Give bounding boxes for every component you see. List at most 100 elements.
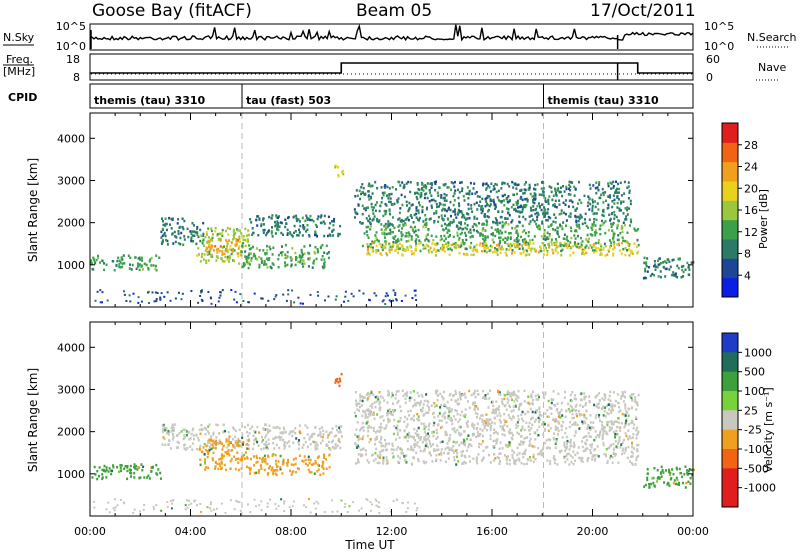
echo-cell bbox=[424, 437, 427, 441]
echo-cell bbox=[204, 468, 207, 471]
echo-cell bbox=[433, 421, 436, 425]
echo-cell bbox=[569, 254, 572, 257]
echo-cell bbox=[402, 223, 405, 226]
echo-cell bbox=[506, 462, 508, 465]
echo-cell bbox=[547, 415, 550, 418]
echo-cell bbox=[561, 194, 564, 198]
echo-cell bbox=[475, 459, 478, 463]
echo-cell bbox=[303, 262, 306, 265]
echo-cell bbox=[672, 472, 675, 476]
echo-cell bbox=[376, 505, 379, 508]
echo-cell bbox=[400, 218, 403, 222]
echo-cell bbox=[216, 232, 219, 236]
echo-cell bbox=[150, 470, 153, 473]
echo-cell bbox=[209, 248, 212, 251]
echo-cell bbox=[335, 434, 338, 437]
echo-cell bbox=[608, 456, 611, 460]
echo-cell bbox=[390, 223, 393, 226]
echo-cell bbox=[523, 191, 526, 195]
echo-cell bbox=[171, 423, 174, 427]
echo-cell bbox=[585, 417, 588, 420]
echo-cell bbox=[238, 235, 241, 238]
echo-cell bbox=[313, 259, 316, 263]
echo-cell bbox=[520, 402, 523, 406]
echo-cell bbox=[336, 428, 338, 432]
echo-cell bbox=[113, 509, 116, 512]
echo-cell bbox=[428, 200, 431, 203]
echo-cell bbox=[233, 508, 236, 511]
echo-cell bbox=[386, 253, 389, 257]
echo-cell bbox=[603, 409, 606, 413]
echo-cell bbox=[601, 437, 604, 441]
echo-cell bbox=[504, 217, 507, 220]
echo-cell bbox=[677, 257, 680, 261]
echo-cell bbox=[254, 437, 257, 440]
echo-cell bbox=[464, 247, 467, 250]
echo-cell bbox=[411, 405, 414, 408]
echo-cell bbox=[234, 467, 237, 471]
echo-cell bbox=[624, 247, 627, 250]
echo-cell bbox=[244, 451, 247, 454]
echo-cell bbox=[607, 184, 610, 188]
echo-cell bbox=[461, 394, 464, 397]
echo-cell bbox=[653, 467, 656, 470]
echo-cell bbox=[488, 249, 491, 252]
echo-cell bbox=[210, 443, 213, 446]
echo-cell bbox=[229, 467, 232, 470]
echo-cell bbox=[643, 261, 646, 265]
echo-cell bbox=[392, 500, 395, 503]
echo-cell bbox=[108, 467, 111, 470]
echo-cell bbox=[522, 238, 525, 242]
echo-cell bbox=[668, 470, 671, 474]
echo-cell bbox=[563, 190, 566, 193]
echo-cell bbox=[597, 455, 600, 458]
echo-cell bbox=[552, 220, 555, 223]
echo-cell bbox=[373, 241, 376, 244]
echo-cell bbox=[389, 300, 392, 303]
echo-cell bbox=[241, 459, 244, 462]
echo-cell bbox=[397, 218, 400, 221]
echo-cell bbox=[668, 260, 671, 264]
echo-cell bbox=[398, 242, 401, 246]
echo-cell bbox=[652, 481, 655, 485]
echo-cell bbox=[575, 243, 578, 246]
echo-cell bbox=[205, 428, 208, 431]
echo-cell bbox=[308, 438, 311, 441]
echo-cell bbox=[510, 244, 513, 247]
echo-cell bbox=[444, 405, 447, 408]
echo-cell bbox=[615, 180, 617, 183]
echo-cell bbox=[526, 410, 529, 413]
echo-cell bbox=[140, 264, 143, 267]
echo-cell bbox=[581, 422, 584, 425]
echo-cell bbox=[546, 459, 549, 462]
echo-cell bbox=[585, 438, 588, 442]
echo-cell bbox=[171, 232, 174, 235]
echo-cell bbox=[575, 207, 578, 210]
echo-cell bbox=[555, 206, 558, 209]
echo-cell bbox=[172, 427, 175, 430]
echo-cell bbox=[572, 251, 575, 254]
echo-cell bbox=[447, 457, 450, 460]
echo-cell bbox=[235, 243, 238, 246]
echo-cell bbox=[247, 253, 250, 257]
echo-cell bbox=[492, 404, 495, 408]
echo-cell bbox=[267, 230, 270, 234]
echo-cell bbox=[91, 476, 94, 479]
echo-cell bbox=[616, 201, 619, 205]
echo-cell bbox=[359, 393, 362, 397]
echo-cell bbox=[560, 186, 562, 189]
echo-cell bbox=[637, 430, 640, 433]
echo-cell bbox=[580, 236, 583, 240]
echo-cell bbox=[178, 291, 180, 294]
echo-cell bbox=[310, 471, 313, 474]
echo-cell bbox=[361, 212, 364, 216]
echo-cell bbox=[340, 499, 343, 502]
echo-cell bbox=[596, 434, 599, 437]
echo-cell bbox=[434, 188, 437, 192]
echo-cell bbox=[450, 181, 453, 184]
echo-cell bbox=[611, 461, 614, 465]
echo-cell bbox=[447, 222, 450, 226]
echo-cell bbox=[374, 437, 377, 440]
echo-cell bbox=[570, 229, 573, 233]
echo-cell bbox=[103, 262, 105, 265]
